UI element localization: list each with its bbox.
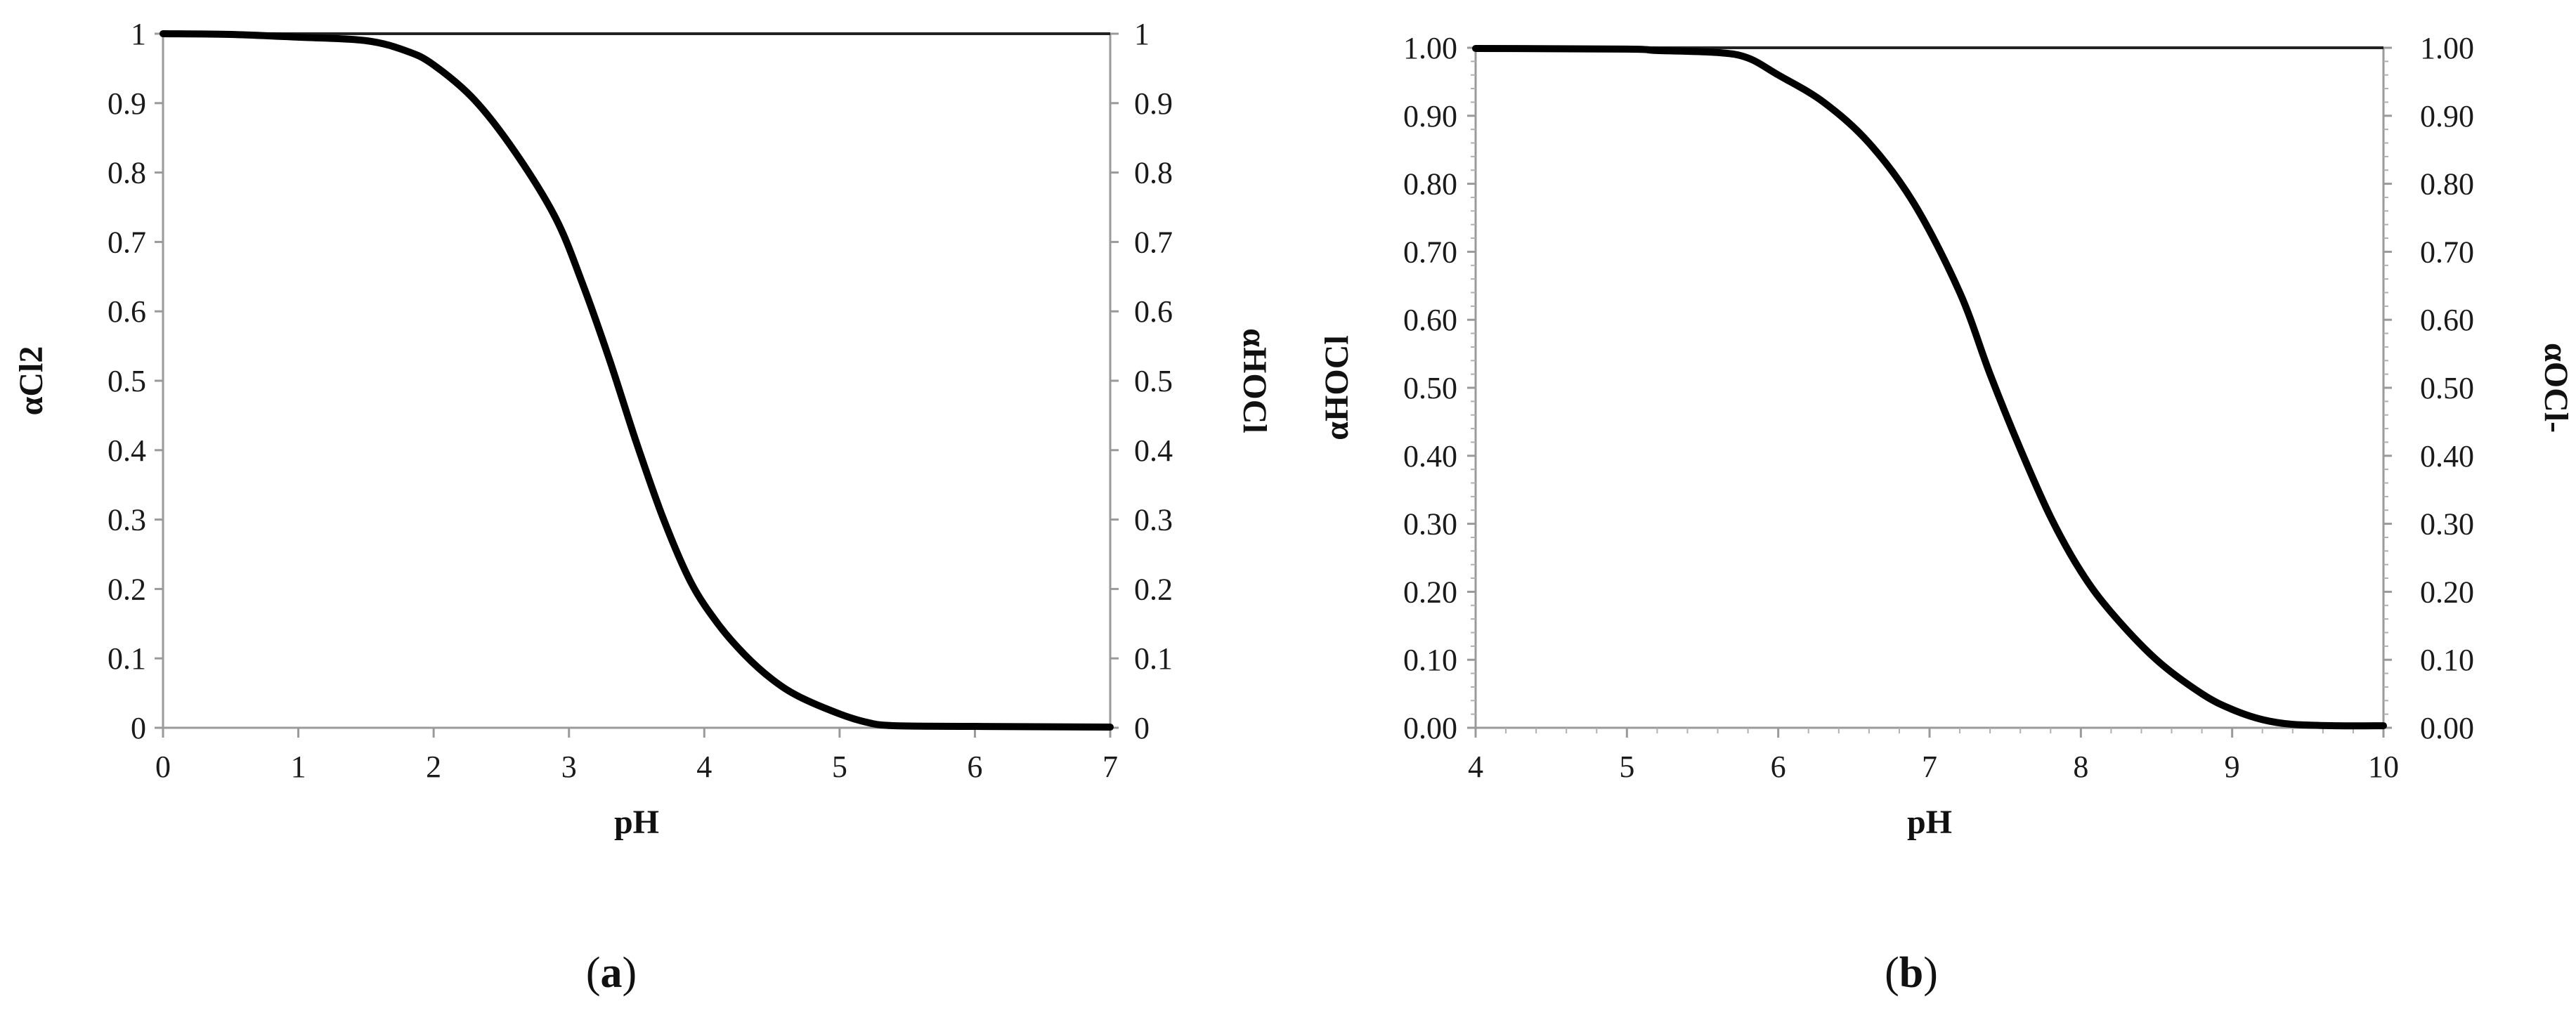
- x-tick-label: 9: [2225, 750, 2240, 784]
- series-line-0: [1472, 44, 2387, 730]
- right-y-tick-label: 0.20: [2420, 575, 2474, 609]
- right-y-tick-label: 0.90: [2420, 99, 2474, 133]
- x-tick-label: 4: [1468, 750, 1483, 784]
- left-y-tick-label: 0.20: [1403, 575, 1457, 609]
- x-tick-label: 2: [426, 750, 441, 784]
- right-y-tick-label: 0.2: [1134, 572, 1173, 606]
- right-y-tick-label: 0.10: [2420, 643, 2474, 677]
- right-y-tick-label: 0.70: [2420, 235, 2474, 269]
- left-y-tick-label: 0.30: [1403, 507, 1457, 542]
- x-axis-title: pH: [1907, 804, 1952, 841]
- left-y-tick-label: 0.1: [108, 641, 146, 676]
- chart-panel-a: 0 1 2 3 4 5 6 70 00.1 0.10.2 0.20.3 0.30.4 0.40.5 0.5…: [13, 17, 1273, 997]
- left-y-tick-label: 0.5: [108, 364, 146, 398]
- left-y-tick-label: 0.7: [108, 225, 146, 259]
- left-y-tick-label: 0.3: [108, 503, 146, 537]
- x-tick-label: 4: [696, 750, 712, 784]
- right-y-tick-label: 1: [1134, 17, 1150, 51]
- right-y-axis-title: αHOCl: [1236, 328, 1273, 433]
- left-y-tick-label: 0.60: [1403, 303, 1457, 337]
- right-y-tick-label: 0.30: [2420, 507, 2474, 542]
- x-tick-label: 1: [291, 750, 306, 784]
- x-tick-label: 5: [1619, 750, 1634, 784]
- left-y-tick-label: 0.2: [108, 572, 146, 606]
- right-y-tick-label: 0.7: [1134, 225, 1173, 259]
- left-y-tick-label: 0.8: [108, 156, 146, 190]
- panel-label: (a): [586, 949, 637, 997]
- right-y-tick-label: 0.6: [1134, 294, 1173, 329]
- left-y-tick-label: 1.00: [1403, 31, 1457, 65]
- left-y-tick-label: 0.80: [1403, 167, 1457, 202]
- right-y-tick-label: 0.1: [1134, 641, 1173, 676]
- right-y-tick-label: 0.5: [1134, 364, 1173, 398]
- left-y-axis-title: αHOCl: [1318, 335, 1355, 440]
- panel-label: (b): [1885, 949, 1938, 997]
- left-y-tick-label: 0.90: [1403, 99, 1457, 133]
- x-tick-label: 8: [2073, 750, 2088, 784]
- x-tick-label: 10: [2368, 750, 2399, 784]
- right-y-tick-label: 0.50: [2420, 371, 2474, 405]
- x-tick-label: 7: [1102, 750, 1118, 784]
- right-y-tick-label: 0.80: [2420, 167, 2474, 202]
- left-y-tick-label: 0.6: [108, 294, 146, 329]
- right-y-tick-label: 1.00: [2420, 31, 2474, 65]
- right-y-tick-label: 0.9: [1134, 86, 1173, 121]
- left-y-tick-label: 0: [131, 711, 146, 745]
- chart-panel-b: 4 5 6 7 8 9 10 0.00 0.00 0.10 0.10 0.20 0.20 0.30 0.30…: [1318, 31, 2575, 997]
- series-line-0: [160, 30, 1114, 731]
- x-tick-label: 6: [1771, 750, 1786, 784]
- right-y-tick-label: 0.4: [1134, 433, 1173, 468]
- right-y-tick-label: 0.40: [2420, 439, 2474, 473]
- left-y-tick-label: 0.70: [1403, 235, 1457, 269]
- right-y-tick-label: 0.00: [2420, 711, 2474, 745]
- left-y-tick-label: 0.50: [1403, 371, 1457, 405]
- right-y-tick-label: 0.8: [1134, 156, 1173, 190]
- x-axis-title: pH: [614, 804, 659, 841]
- right-y-axis-title: αOCl-: [2537, 343, 2575, 433]
- right-y-tick-label: 0: [1134, 711, 1150, 745]
- right-y-tick-label: 0.60: [2420, 303, 2474, 337]
- left-y-tick-label: 0.10: [1403, 643, 1457, 677]
- left-y-tick-label: 0.40: [1403, 439, 1457, 473]
- x-tick-label: 0: [155, 750, 171, 784]
- x-tick-label: 3: [561, 750, 577, 784]
- x-tick-label: 7: [1922, 750, 1937, 784]
- right-y-tick-label: 0.3: [1134, 503, 1173, 537]
- x-tick-label: 5: [832, 750, 847, 784]
- left-y-tick-label: 0.00: [1403, 711, 1457, 745]
- left-y-tick-label: 0.9: [108, 86, 146, 121]
- left-y-axis-title: αCl2: [13, 346, 50, 416]
- x-tick-label: 6: [967, 750, 982, 784]
- left-y-tick-label: 1: [131, 17, 146, 51]
- left-y-tick-label: 0.4: [108, 433, 146, 468]
